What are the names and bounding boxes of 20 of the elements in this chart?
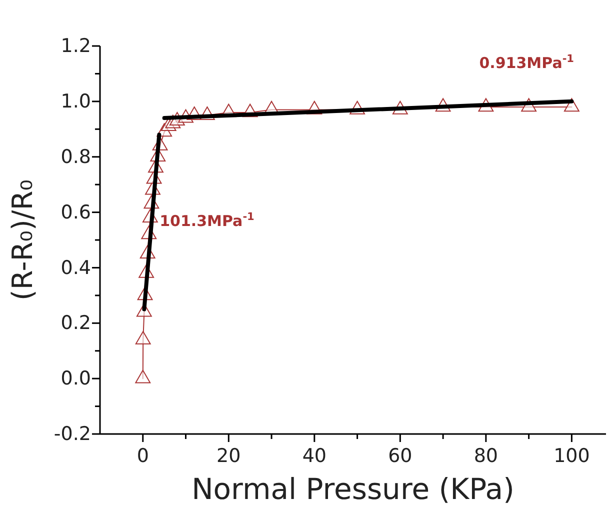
y-tick-label: 0.2 — [60, 312, 91, 334]
x-tick-label: 20 — [216, 445, 241, 467]
point — [135, 330, 151, 344]
x-tick-label: 60 — [388, 445, 412, 467]
annotation: 101.3MPa$^{-1}$ — [160, 211, 254, 230]
x-tick-label: 100 — [554, 445, 590, 467]
x-tick-label: 80 — [474, 445, 498, 467]
y-tick-label: 0.6 — [60, 201, 91, 224]
y-tick-label: 0.8 — [60, 146, 91, 168]
x-tick-label: 40 — [302, 445, 326, 467]
point — [135, 370, 151, 384]
y-tick-label: 0.0 — [60, 368, 91, 390]
y-tick-label: -0.2 — [54, 423, 91, 446]
y-tick-label: 1.2 — [60, 35, 91, 58]
x-axis-title: Normal Pressure (KPa) — [192, 472, 514, 506]
x-tick-label: 0 — [136, 445, 149, 467]
annotation: 0.913MPa$^{-1}$ — [479, 53, 574, 72]
y-axis-title: (R-R₀)/R₀ — [6, 179, 39, 301]
y-tick-label: 0.4 — [60, 256, 91, 279]
y-tick-label: 1.0 — [60, 90, 91, 113]
